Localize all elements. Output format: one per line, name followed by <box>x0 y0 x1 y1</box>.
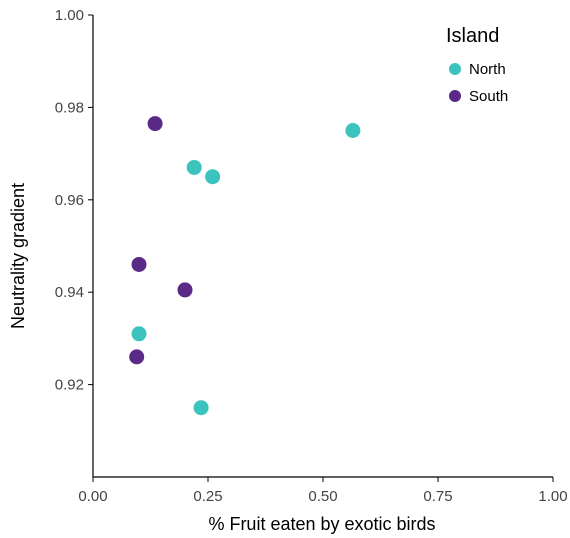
point-north <box>186 159 202 175</box>
point-south <box>177 282 193 298</box>
x-axis-title: % Fruit eaten by exotic birds <box>208 514 435 534</box>
y-tick-label: 0.94 <box>55 284 84 301</box>
point-south <box>131 256 147 272</box>
y-tick-label: 1.00 <box>55 7 84 24</box>
point-south <box>129 349 145 365</box>
data-points <box>129 116 361 416</box>
y-axis-title: Neutrality gradient <box>8 183 28 329</box>
point-north <box>193 400 209 416</box>
y-tick-label: 0.96 <box>55 192 84 209</box>
legend-swatch-south <box>449 90 461 102</box>
legend-label-south: South <box>469 88 508 105</box>
x-tick-label: 1.00 <box>538 488 567 505</box>
y-tick-label: 0.92 <box>55 377 84 394</box>
axes: 0.00 0.25 0.50 0.75 1.00 0.92 0.94 0.96 0.98 1.00 <box>55 7 568 505</box>
legend: Island North South <box>446 25 508 105</box>
point-north <box>205 169 221 185</box>
legend-label-north: North <box>469 61 506 78</box>
x-tick-label: 0.50 <box>308 488 337 505</box>
point-north <box>131 326 147 342</box>
legend-swatch-north <box>449 63 461 75</box>
point-north <box>345 123 361 138</box>
x-tick-label: 0.00 <box>78 488 107 505</box>
point-south <box>147 116 163 132</box>
y-tick-label: 0.98 <box>55 99 84 116</box>
legend-title: Island <box>446 25 499 47</box>
x-tick-label: 0.25 <box>193 488 222 505</box>
x-tick-label: 0.75 <box>423 488 452 505</box>
